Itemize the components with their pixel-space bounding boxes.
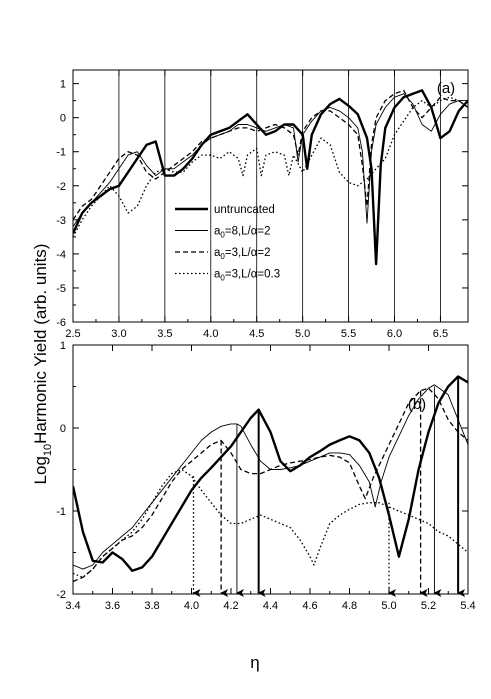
y-tick-label: 0 xyxy=(60,113,66,125)
panel-b-series xyxy=(73,375,468,583)
legend-sym: a xyxy=(214,247,221,259)
panel-b-ticks: 3.4 3.6 3.8 4.0 4.2 4.4 4.6 4.8 5.0 5.2 5.4 1 0 -1 -2 xyxy=(56,340,475,612)
series-line-dotted xyxy=(73,96,468,238)
legend-label-a0-3-dashed: a0=3,L/α=2 xyxy=(214,247,271,261)
y-tick-label: -1 xyxy=(56,506,66,518)
x-tick-label: 4.4 xyxy=(263,600,278,612)
series-line-dashed xyxy=(73,387,468,583)
x-tick-label: 3.4 xyxy=(65,600,80,612)
legend-rest: =8,L/α=2 xyxy=(225,226,271,238)
panel-a-series xyxy=(73,89,468,266)
legend-sub: 0 xyxy=(220,252,225,261)
x-tick-label: 3.8 xyxy=(144,600,159,612)
y-tick-label: -1 xyxy=(56,147,66,159)
y-axis-label-sub: 10 xyxy=(42,444,54,456)
y-tick-label: -4 xyxy=(56,249,66,261)
panel-b-arrows xyxy=(192,378,466,597)
x-tick-label: 5.2 xyxy=(421,600,436,612)
panel-a-axes xyxy=(72,69,469,323)
legend-sym: a xyxy=(214,226,221,238)
legend-rest: =3,L/α=2 xyxy=(225,247,271,259)
x-tick-label: 5.5 xyxy=(341,328,356,340)
y-tick-label: 1 xyxy=(60,79,66,91)
panel-a: 2.5 3.0 3.5 4.0 4.5 5.0 5.5 6.0 6.5 1 0 -1 -2 -3 -4 -5 -… xyxy=(56,69,469,340)
x-tick-label: 5.4 xyxy=(460,600,475,612)
legend-sub: 0 xyxy=(220,274,225,283)
panel-a-vertical-lines xyxy=(118,70,441,322)
legend-sub: 0 xyxy=(220,231,225,240)
y-tick-label: -2 xyxy=(56,589,66,601)
y-tick-label: -3 xyxy=(56,215,66,227)
x-tick-label: 4.0 xyxy=(203,328,218,340)
plot-frame xyxy=(72,69,469,323)
panel-a-ticks: 2.5 3.0 3.5 4.0 4.5 5.0 5.5 6.0 6.5 1 0 -1 -2 -3 -4 -5 -… xyxy=(56,70,468,340)
panel-b-label: (b) xyxy=(408,396,426,413)
x-tick-label: 3.0 xyxy=(111,328,126,340)
y-tick-label: 0 xyxy=(60,423,66,435)
x-tick-label: 4.2 xyxy=(223,600,238,612)
legend-rest: =3,L/α=0.3 xyxy=(225,269,280,281)
panel-a-label: (a) xyxy=(437,80,455,97)
y-axis-label-rest: Harmonic Yield (arb. units) xyxy=(31,244,50,444)
x-tick-label: 5.0 xyxy=(295,328,310,340)
series-line-dotted xyxy=(73,468,468,579)
series-line-thick-solid xyxy=(73,89,468,266)
x-tick-label: 6.0 xyxy=(387,328,402,340)
panel-b: 3.4 3.6 3.8 4.0 4.2 4.4 4.6 4.8 5.0 5.2 5.410-1-2 … xyxy=(56,340,475,612)
y-tick-label: 1 xyxy=(60,340,66,352)
panel-a-legend: untruncated a0=8,L/α=2 a0=3,L/α=2 a0=3,L… xyxy=(175,204,280,283)
x-tick-label: 3.6 xyxy=(105,600,120,612)
x-tick-label: 6.5 xyxy=(433,328,448,340)
legend-label-a0-3-dotted: a0=3,L/α=0.3 xyxy=(214,269,280,283)
legend-label-a0-8: a0=8,L/α=2 xyxy=(214,226,271,240)
series-line-dashed xyxy=(73,89,468,221)
series-line-thick-solid xyxy=(73,375,468,572)
x-tick-label: 4.5 xyxy=(249,328,264,340)
y-axis-label: Log10Harmonic Yield (arb. units) xyxy=(31,244,54,485)
x-tick-label: 3.5 xyxy=(157,328,172,340)
x-axis-label: η xyxy=(250,653,259,672)
x-tick-label: 4.0 xyxy=(184,600,199,612)
y-tick-label: -2 xyxy=(56,181,66,193)
legend-label-untruncated: untruncated xyxy=(214,204,275,216)
x-tick-label: 5.0 xyxy=(381,600,396,612)
y-tick-label: -5 xyxy=(56,283,66,295)
x-tick-label: 4.8 xyxy=(342,600,357,612)
x-tick-label: 2.5 xyxy=(65,328,80,340)
series-line-thin-solid xyxy=(73,93,468,227)
legend-sym: a xyxy=(214,269,221,281)
y-tick-label: -6 xyxy=(56,317,66,329)
x-tick-label: 4.6 xyxy=(302,600,317,612)
y-axis-label-prefix: Log xyxy=(31,456,50,484)
